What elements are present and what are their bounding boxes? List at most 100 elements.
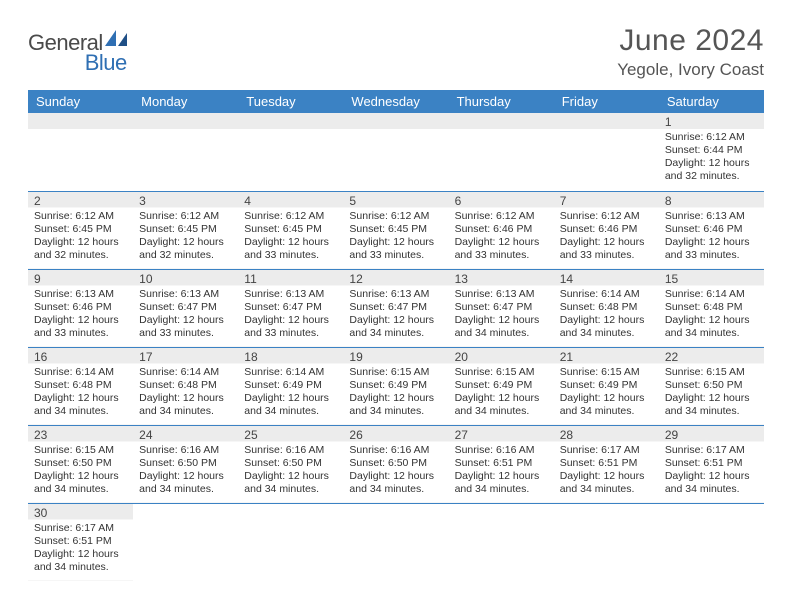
day-cell-empty — [554, 113, 659, 191]
sunrise-line: Sunrise: 6:14 AM — [139, 366, 234, 379]
day-cell-empty — [659, 503, 764, 581]
day-number: 18 — [244, 350, 339, 365]
sunset-line: Sunset: 6:51 PM — [665, 457, 760, 470]
day-cell-empty — [343, 503, 448, 581]
sunrise-line: Sunrise: 6:16 AM — [244, 444, 339, 457]
daylight-line: Daylight: 12 hours and 34 minutes. — [665, 470, 760, 496]
sunrise-line: Sunrise: 6:15 AM — [560, 366, 655, 379]
day-cell-empty — [449, 503, 554, 581]
week-row: 16 Sunrise: 6:14 AM Sunset: 6:48 PM Dayligh… — [28, 347, 764, 425]
day-cell-empty — [449, 113, 554, 191]
day-number: 5 — [349, 194, 444, 209]
calendar-body: 1 Sunrise: 6:12 AM Sunset: 6:44 PM Daylight… — [28, 113, 764, 581]
daylight-line: Daylight: 12 hours and 33 minutes. — [244, 314, 339, 340]
sunset-line: Sunset: 6:51 PM — [560, 457, 655, 470]
day-header-friday: Friday — [554, 90, 659, 113]
day-cell-2: 2Sunrise: 6:12 AMSunset: 6:45 PMDaylight… — [28, 191, 133, 269]
sunset-line: Sunset: 6:48 PM — [34, 379, 129, 392]
day-number: 6 — [455, 194, 550, 209]
daylight-line: Daylight: 12 hours and 33 minutes. — [455, 236, 550, 262]
day-number: 1 — [665, 115, 760, 130]
day-cell-empty — [343, 113, 448, 191]
daylight-line: Daylight: 12 hours and 34 minutes. — [455, 470, 550, 496]
sunrise-line: Sunrise: 6:16 AM — [455, 444, 550, 457]
week-row: 23Sunrise: 6:15 AMSunset: 6:50 PMDayligh… — [28, 425, 764, 503]
sunset-line: Sunset: 6:50 PM — [34, 457, 129, 470]
day-number: 27 — [455, 428, 550, 443]
daylight-line: Daylight: 12 hours and 34 minutes. — [455, 392, 550, 418]
sunset-line: Sunset: 6:47 PM — [455, 301, 550, 314]
day-cell-23: 23Sunrise: 6:15 AMSunset: 6:50 PMDayligh… — [28, 425, 133, 503]
day-number: 13 — [455, 272, 550, 287]
daylight-line: Daylight: 12 hours and 34 minutes. — [665, 392, 760, 418]
day-cell-empty — [238, 503, 343, 581]
header: GeneralBlue June 2024 Yegole, Ivory Coas… — [28, 24, 764, 80]
sunrise-line: Sunrise: 6:12 AM — [349, 210, 444, 223]
day-header-row: SundayMondayTuesdayWednesdayThursdayFrid… — [28, 90, 764, 113]
day-number: 26 — [349, 428, 444, 443]
daylight-line: Daylight: 12 hours and 34 minutes. — [34, 548, 129, 574]
sunset-line: Sunset: 6:51 PM — [34, 535, 129, 548]
sunrise-line: Sunrise: 6:13 AM — [349, 288, 444, 301]
daylight-line: Daylight: 12 hours and 33 minutes. — [560, 236, 655, 262]
day-header-thursday: Thursday — [449, 90, 554, 113]
daylight-line: Daylight: 12 hours and 33 minutes. — [139, 314, 234, 340]
day-cell-13: 13Sunrise: 6:13 AMSunset: 6:47 PMDayligh… — [449, 269, 554, 347]
day-number: 28 — [560, 428, 655, 443]
sunrise-line: Sunrise: 6:15 AM — [34, 444, 129, 457]
day-cell-3: 3Sunrise: 6:12 AMSunset: 6:45 PMDaylight… — [133, 191, 238, 269]
sunrise-line: Sunrise: 6:15 AM — [349, 366, 444, 379]
daylight-line: Daylight: 12 hours and 34 minutes. — [560, 392, 655, 418]
day-number: 24 — [139, 428, 234, 443]
week-row: 9Sunrise: 6:13 AMSunset: 6:46 PMDaylight… — [28, 269, 764, 347]
sunset-line: Sunset: 6:46 PM — [455, 223, 550, 236]
title-block: June 2024 Yegole, Ivory Coast — [617, 24, 764, 80]
day-header-sunday: Sunday — [28, 90, 133, 113]
day-number: 21 — [560, 350, 655, 365]
sunrise-line: Sunrise: 6:15 AM — [665, 366, 760, 379]
daylight-line: Daylight: 12 hours and 34 minutes. — [34, 470, 129, 496]
daylight-line: Daylight: 12 hours and 34 minutes. — [349, 470, 444, 496]
sunrise-line: Sunrise: 6:12 AM — [34, 210, 129, 223]
sunrise-line: Sunrise: 6:16 AM — [139, 444, 234, 457]
sunrise-line: Sunrise: 6:17 AM — [34, 522, 129, 535]
sunrise-line: Sunrise: 6:14 AM — [665, 288, 760, 301]
sunset-line: Sunset: 6:45 PM — [139, 223, 234, 236]
day-number: 7 — [560, 194, 655, 209]
day-cell-10: 10Sunrise: 6:13 AMSunset: 6:47 PMDayligh… — [133, 269, 238, 347]
sunset-line: Sunset: 6:45 PM — [244, 223, 339, 236]
sunset-line: Sunset: 6:46 PM — [560, 223, 655, 236]
location: Yegole, Ivory Coast — [617, 60, 764, 80]
sunrise-line: Sunrise: 6:16 AM — [349, 444, 444, 457]
day-cell-11: 11Sunrise: 6:13 AMSunset: 6:47 PMDayligh… — [238, 269, 343, 347]
day-cell-4: 4Sunrise: 6:12 AMSunset: 6:45 PMDaylight… — [238, 191, 343, 269]
day-number: 2 — [34, 194, 129, 209]
sunrise-line: Sunrise: 6:15 AM — [455, 366, 550, 379]
day-number: 16 — [34, 350, 129, 365]
sunset-line: Sunset: 6:47 PM — [244, 301, 339, 314]
daylight-line: Daylight: 12 hours and 33 minutes. — [244, 236, 339, 262]
day-number: 9 — [34, 272, 129, 287]
day-header-wednesday: Wednesday — [343, 90, 448, 113]
week-row: 1Sunrise: 6:12 AMSunset: 6:44 PMDaylight… — [28, 113, 764, 191]
day-cell-6: 6Sunrise: 6:12 AMSunset: 6:46 PMDaylight… — [449, 191, 554, 269]
daylight-line: Daylight: 12 hours and 34 minutes. — [139, 470, 234, 496]
day-cell-18: 18Sunrise: 6:14 AMSunset: 6:49 PMDayligh… — [238, 347, 343, 425]
day-cell-19: 19Sunrise: 6:15 AMSunset: 6:49 PMDayligh… — [343, 347, 448, 425]
day-cell-30: 30Sunrise: 6:17 AMSunset: 6:51 PMDayligh… — [28, 503, 133, 581]
day-number: 14 — [560, 272, 655, 287]
day-cell-8: 8Sunrise: 6:13 AMSunset: 6:46 PMDaylight… — [659, 191, 764, 269]
daylight-line: Daylight: 12 hours and 33 minutes. — [665, 236, 760, 262]
daylight-line: Daylight: 12 hours and 34 minutes. — [139, 392, 234, 418]
sunset-line: Sunset: 6:47 PM — [349, 301, 444, 314]
sunset-line: Sunset: 6:44 PM — [665, 144, 760, 157]
daylight-line: Daylight: 12 hours and 34 minutes. — [244, 392, 339, 418]
week-row: 2Sunrise: 6:12 AMSunset: 6:45 PMDaylight… — [28, 191, 764, 269]
day-number: 29 — [665, 428, 760, 443]
day-cell-empty — [238, 113, 343, 191]
day-number: 17 — [139, 350, 234, 365]
day-number: 12 — [349, 272, 444, 287]
daylight-line: Daylight: 12 hours and 32 minutes. — [139, 236, 234, 262]
week-row: 30Sunrise: 6:17 AMSunset: 6:51 PMDayligh… — [28, 503, 764, 581]
day-number: 25 — [244, 428, 339, 443]
